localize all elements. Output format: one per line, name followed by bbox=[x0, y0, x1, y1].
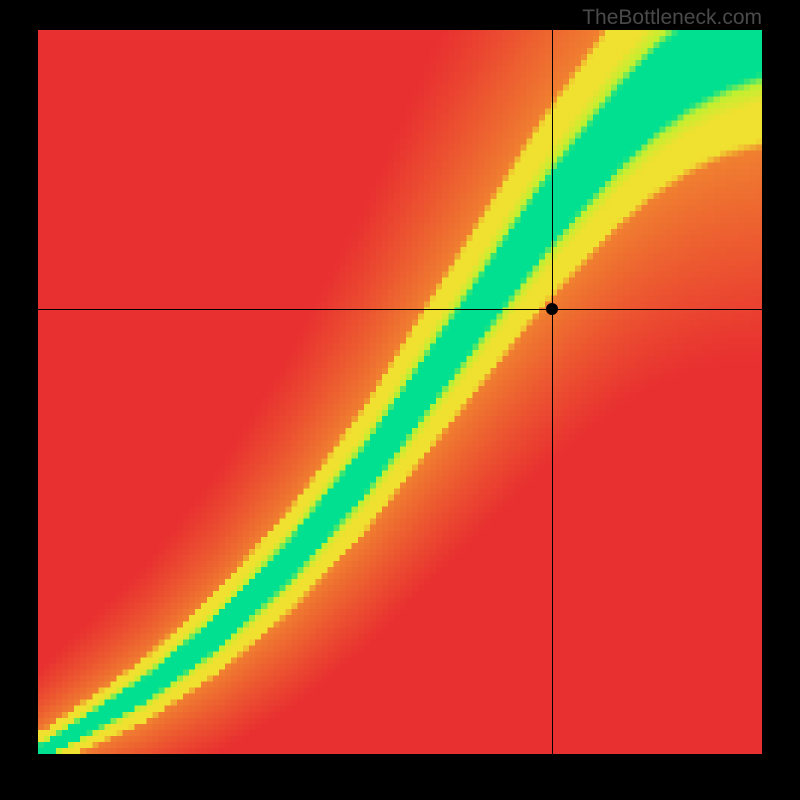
crosshair-horizontal-line bbox=[38, 309, 762, 310]
chart-area bbox=[38, 30, 762, 754]
heatmap-canvas bbox=[38, 30, 762, 754]
crosshair-marker-dot bbox=[546, 303, 558, 315]
crosshair-vertical-line bbox=[552, 30, 553, 754]
watermark-text: TheBottleneck.com bbox=[582, 6, 762, 30]
